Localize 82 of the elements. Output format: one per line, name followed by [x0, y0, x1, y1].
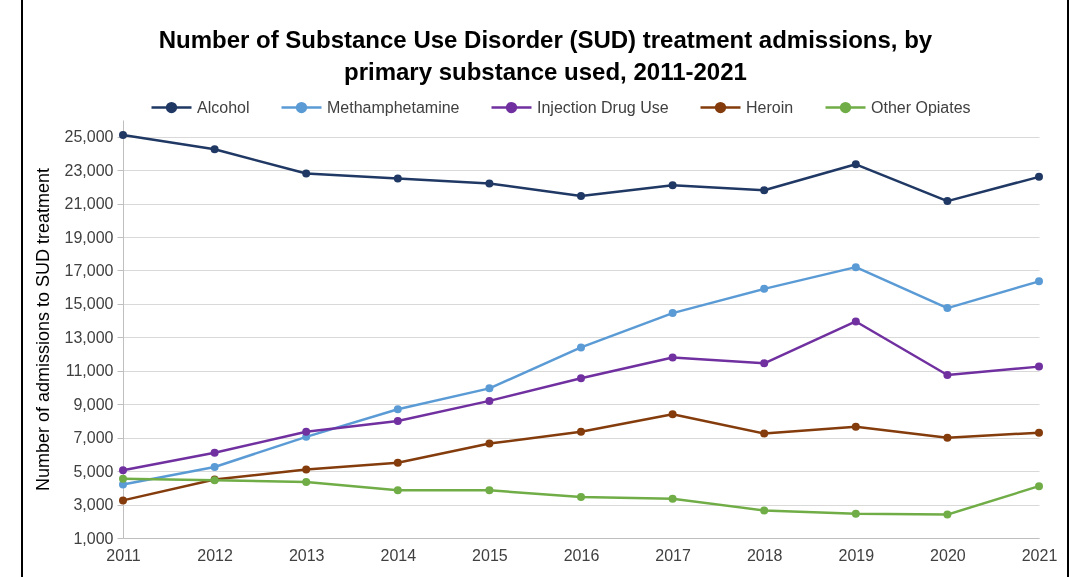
y-tick-label: 17,000: [64, 261, 114, 279]
x-tick-label: 2013: [288, 546, 325, 564]
point: [943, 510, 952, 519]
point: [851, 509, 860, 518]
point: [1035, 172, 1043, 181]
legend-label: Alcohol: [197, 98, 250, 116]
x-tick-label: 2014: [380, 546, 417, 564]
point: [943, 304, 952, 313]
point: [851, 317, 860, 326]
y-tick-label: 23,000: [64, 161, 114, 179]
point: [760, 186, 769, 195]
legend-label: Heroin: [746, 98, 794, 116]
point: [577, 343, 585, 352]
point: [668, 353, 677, 362]
point: [302, 427, 311, 436]
legend-label: Injection Drug Use: [537, 98, 669, 116]
point: [119, 466, 127, 475]
x-tick-label: 2021: [1021, 546, 1058, 564]
point: [485, 486, 494, 495]
point: [210, 448, 219, 457]
y-tick-label: 9,000: [73, 395, 114, 413]
point: [668, 309, 677, 318]
point: [760, 429, 769, 438]
x-tick-label: 2015: [472, 546, 508, 564]
y-tick-label: 25,000: [64, 128, 114, 146]
point: [1035, 482, 1043, 491]
point: [393, 486, 402, 495]
point: [760, 506, 769, 515]
point: [760, 359, 769, 368]
point: [760, 284, 769, 293]
point: [668, 410, 677, 419]
point: [577, 493, 585, 502]
y-tick-label: 13,000: [64, 328, 114, 346]
point: [485, 384, 494, 393]
x-tick-label: 2018: [746, 546, 783, 564]
point: [668, 181, 677, 190]
point: [302, 478, 311, 486]
point: [485, 179, 494, 188]
point: [302, 465, 311, 474]
y-tick-label: 3,000: [73, 496, 114, 514]
point: [851, 422, 860, 431]
x-tick-label: 2016: [563, 546, 600, 564]
point: [302, 169, 311, 178]
y-tick-label: 1,000: [73, 529, 114, 547]
point: [577, 374, 585, 383]
legend-label: Methamphetamine: [327, 98, 460, 116]
point: [393, 174, 402, 183]
point: [119, 474, 127, 483]
legend-label: Other Opiates: [871, 98, 971, 116]
point: [851, 160, 860, 169]
point: [393, 458, 402, 467]
point: [577, 192, 585, 201]
point: [577, 427, 585, 436]
point: [485, 396, 494, 405]
point: [1035, 362, 1043, 371]
x-tick-label: 2020: [930, 546, 966, 564]
point: [943, 433, 952, 442]
y-tick-label: 19,000: [64, 228, 114, 246]
point: [119, 496, 127, 505]
point: [210, 462, 219, 471]
point: [1035, 277, 1043, 286]
point: [210, 145, 219, 154]
point: [668, 494, 677, 503]
chart-title: Number of Substance Use Disorder (SUD) treatment admissions, by primary substance used, 2011-2021: [158, 26, 933, 85]
x-tick-label: 2019: [838, 546, 875, 564]
y-tick-label: 7,000: [73, 429, 114, 447]
point: [943, 370, 952, 379]
point: [485, 439, 494, 448]
point: [393, 405, 402, 414]
x-tick-label: 2017: [655, 546, 691, 564]
x-tick-label: 2012: [197, 546, 233, 564]
y-tick-label: 21,000: [64, 195, 114, 213]
x-tick-label: 2011: [106, 546, 141, 564]
point: [851, 263, 860, 272]
point: [393, 416, 402, 425]
y-tick-label: 15,000: [64, 295, 114, 313]
point: [943, 197, 952, 206]
point: [119, 131, 127, 140]
y-tick-label: 11,000: [65, 362, 114, 380]
y-axis-title: Number of admissions to SUD treatment: [32, 167, 53, 492]
point: [1035, 428, 1043, 437]
y-tick-label: 5,000: [73, 462, 114, 480]
